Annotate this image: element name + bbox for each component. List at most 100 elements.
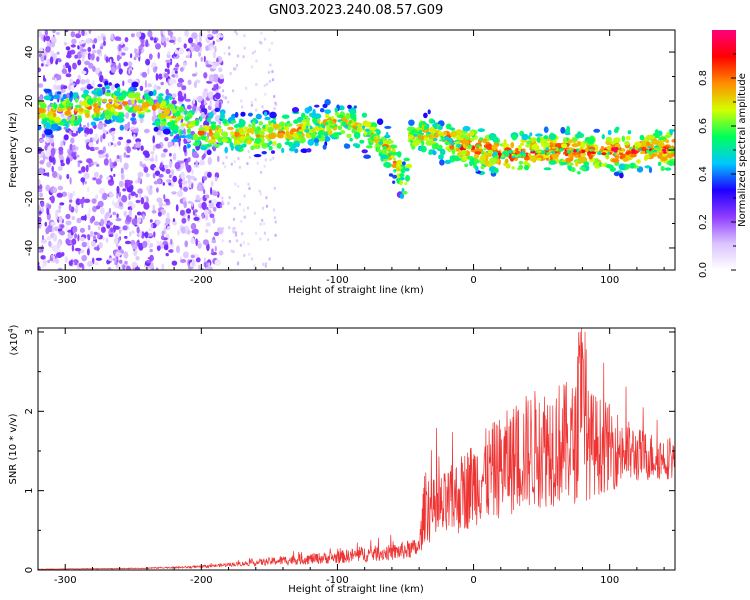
heatmap-cell <box>543 154 550 159</box>
heatmap-cell <box>439 159 445 166</box>
heatmap-cell <box>177 36 182 43</box>
heatmap-cell <box>168 249 173 253</box>
heatmap-cell <box>145 39 149 48</box>
heatmap-cell <box>171 108 177 114</box>
heatmap-cell <box>59 230 65 236</box>
heatmap-cell <box>324 109 332 114</box>
heatmap-cell <box>425 140 433 146</box>
heatmap-cell <box>243 194 246 198</box>
heatmap-cell <box>588 149 594 151</box>
heatmap-cell <box>137 99 144 104</box>
heatmap-cell <box>47 204 52 210</box>
x-tick-label: -100 <box>326 275 349 286</box>
heatmap-cell <box>483 151 488 156</box>
heatmap-cell <box>607 129 612 136</box>
heatmap-cell <box>114 111 119 116</box>
heatmap-cell <box>151 210 157 214</box>
heatmap-cell <box>149 157 155 162</box>
heatmap-cell <box>162 30 165 35</box>
heatmap-cell <box>138 45 143 51</box>
heatmap-cell <box>51 245 59 252</box>
heatmap-cell <box>348 121 352 125</box>
heatmap-cell <box>196 184 203 192</box>
heatmap-cell <box>566 151 570 153</box>
heatmap-cell <box>613 128 619 134</box>
heatmap-cell <box>174 49 179 55</box>
heatmap-cell <box>265 134 269 139</box>
heatmap-cell <box>161 230 165 236</box>
heatmap-cell <box>306 148 312 153</box>
figure-title: GN03.2023.240.08.57.G09 <box>269 3 444 18</box>
heatmap-cell <box>349 137 353 142</box>
heatmap-cell <box>133 56 137 61</box>
heatmap-cell <box>217 155 220 163</box>
heatmap-cell <box>114 233 118 238</box>
heatmap-cell <box>118 68 123 75</box>
heatmap-cell <box>136 226 140 234</box>
heatmap-cell <box>329 124 333 128</box>
heatmap-cell <box>99 46 104 50</box>
heatmap-cell <box>118 197 122 202</box>
heatmap-cell <box>247 182 250 186</box>
heatmap-cell <box>238 165 242 169</box>
y-tick-label: -20 <box>24 191 35 207</box>
heatmap-cell <box>233 124 239 128</box>
heatmap-cell <box>115 118 123 123</box>
heatmap-cell <box>171 69 174 76</box>
heatmap-cell <box>106 115 110 121</box>
heatmap-cell <box>572 152 577 156</box>
heatmap-cell <box>281 114 290 119</box>
heatmap-cell <box>166 212 170 219</box>
heatmap-cell <box>137 171 144 177</box>
heatmap-cell <box>518 160 524 165</box>
heatmap-cell <box>57 166 63 171</box>
heatmap-cell <box>139 161 143 167</box>
heatmap-cell <box>48 114 54 121</box>
heatmap-cell <box>144 195 147 200</box>
heatmap-cell <box>180 122 186 127</box>
heatmap-cell <box>389 144 398 149</box>
heatmap-cell <box>286 123 293 127</box>
heatmap-cell <box>473 153 480 159</box>
heatmap-cell <box>70 137 75 144</box>
heatmap-cell <box>161 263 165 270</box>
heatmap-cell <box>575 160 579 167</box>
heatmap-cell <box>173 67 179 71</box>
heatmap-cell <box>263 231 267 235</box>
heatmap-cell <box>56 51 60 55</box>
heatmap-cell <box>221 131 229 138</box>
heatmap-cell <box>180 226 186 234</box>
heatmap-cell <box>122 188 127 192</box>
heatmap-cell <box>615 152 619 156</box>
heatmap-cell <box>38 67 42 73</box>
heatmap-cell <box>234 182 237 186</box>
heatmap-cell <box>268 257 271 261</box>
heatmap-cell <box>99 71 103 76</box>
heatmap-cell <box>147 98 153 104</box>
heatmap-cell <box>114 260 118 266</box>
heatmap-cell <box>110 106 116 113</box>
heatmap-cell <box>432 150 437 156</box>
heatmap-cell <box>624 140 630 146</box>
heatmap-cell <box>138 193 142 199</box>
heatmap-cell <box>265 204 269 208</box>
heatmap-cell <box>253 264 256 268</box>
heatmap-cell <box>264 92 267 96</box>
heatmap-cell <box>354 121 358 128</box>
heatmap-cell <box>551 152 559 159</box>
heatmap-cell <box>64 256 69 264</box>
heatmap-cell <box>124 37 129 43</box>
heatmap-cell <box>627 150 632 154</box>
heatmap-cell <box>52 187 58 194</box>
heatmap-cell <box>259 192 263 196</box>
heatmap-cell <box>203 176 207 181</box>
heatmap-cell <box>250 257 254 261</box>
heatmap-cell <box>95 205 101 210</box>
heatmap-cell <box>108 142 111 147</box>
heatmap-cell <box>84 127 90 135</box>
heatmap-cell <box>400 168 406 174</box>
heatmap-cell <box>91 215 96 222</box>
heatmap-cell <box>228 52 231 56</box>
heatmap-cell <box>160 100 167 106</box>
heatmap-cell <box>461 156 468 162</box>
